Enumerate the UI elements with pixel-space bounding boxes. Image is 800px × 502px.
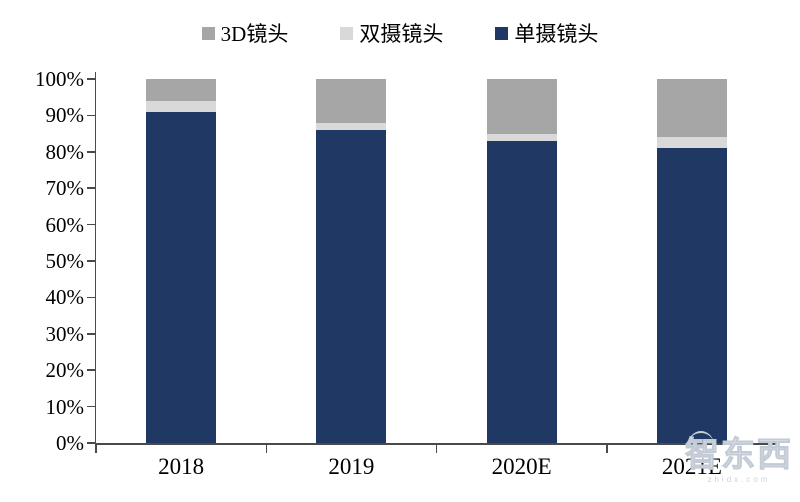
y-axis-tick-100 (87, 78, 95, 80)
bar-segment-2020E-series-2 (486, 79, 557, 134)
y-axis-label-100: 100% (35, 67, 84, 91)
plot-area: 0% 10% 20% 30% 40% 50% 60% 70% 80% 90% 100% 2018 201… (35, 69, 778, 479)
y-axis-label-40: 40% (45, 285, 85, 310)
legend-label-2: 单摄镜头 (514, 22, 599, 46)
y-axis-tick-0 (87, 442, 95, 444)
legend-swatch-icon-2 (495, 26, 509, 40)
bar-segment-2019-series-2 (316, 79, 387, 123)
y-axis-tick-80 (87, 151, 95, 153)
bar-group-2019 (316, 79, 387, 443)
bar-group-2018 (146, 79, 217, 443)
bar-segment-2021E-series-1 (656, 137, 727, 149)
x-axis-tick-1 (265, 444, 267, 453)
y-axis-tick-50 (87, 260, 95, 262)
y-axis-label-80: 80% (45, 139, 85, 164)
y-axis-tick-10 (87, 405, 95, 408)
x-axis-label-2018: 2018 (158, 454, 205, 479)
x-axis-tick-3 (606, 444, 608, 453)
y-axis-tick-90 (87, 114, 95, 117)
legend-swatch-icon-0 (201, 26, 215, 40)
bar-segment-2020E-series-1 (486, 133, 557, 141)
bar-segment-2019-series-0 (316, 129, 387, 443)
chart-legend: 3D镜头 双摄镜头 单摄镜头 (0, 18, 800, 48)
y-axis-label-20: 20% (45, 358, 85, 383)
x-axis-tick-4 (776, 444, 778, 453)
bar-segment-2019-series-1 (316, 122, 387, 130)
bar-group-2020E (486, 79, 557, 443)
y-axis-label-0: 0% (56, 431, 84, 455)
bar-group-2021E (656, 79, 727, 443)
y-axis-tick-60 (87, 223, 95, 226)
bar-segment-2021E-series-0 (656, 148, 727, 443)
y-axis-tick-70 (87, 187, 95, 189)
y-axis-label-50: 50% (45, 249, 85, 273)
x-axis-label-2019: 2019 (328, 454, 375, 479)
y-axis-label-90: 90% (45, 103, 85, 128)
x-axis-line (94, 443, 777, 445)
legend-item-0: 3D镜头 (201, 18, 289, 48)
x-axis-label-2020E: 2020E (491, 454, 552, 479)
bar-segment-2018-series-2 (146, 79, 217, 101)
legend-label-1: 双摄镜头 (359, 22, 444, 46)
legend-label-0: 3D镜头 (220, 22, 289, 46)
bar-segment-2021E-series-2 (656, 79, 727, 138)
y-axis-line (94, 72, 96, 443)
bar-segment-2020E-series-0 (486, 140, 557, 443)
y-axis-tick-20 (87, 369, 95, 371)
y-axis-label-70: 70% (45, 176, 85, 201)
legend-item-1: 双摄镜头 (340, 18, 443, 48)
legend-item-2: 单摄镜头 (495, 18, 598, 48)
y-axis-tick-30 (87, 333, 95, 335)
bar-segment-2018-series-1 (146, 100, 217, 112)
bar-segment-2018-series-0 (146, 111, 217, 443)
y-axis-tick-40 (87, 296, 95, 299)
legend-swatch-icon-1 (340, 26, 354, 40)
y-axis-label-30: 30% (45, 321, 85, 346)
y-axis-label-10: 10% (45, 394, 85, 419)
x-axis-tick-0 (95, 444, 97, 453)
x-axis-tick-2 (435, 444, 438, 453)
x-axis-label-2021E: 2021E (661, 454, 722, 479)
y-axis-label-60: 60% (45, 212, 85, 237)
